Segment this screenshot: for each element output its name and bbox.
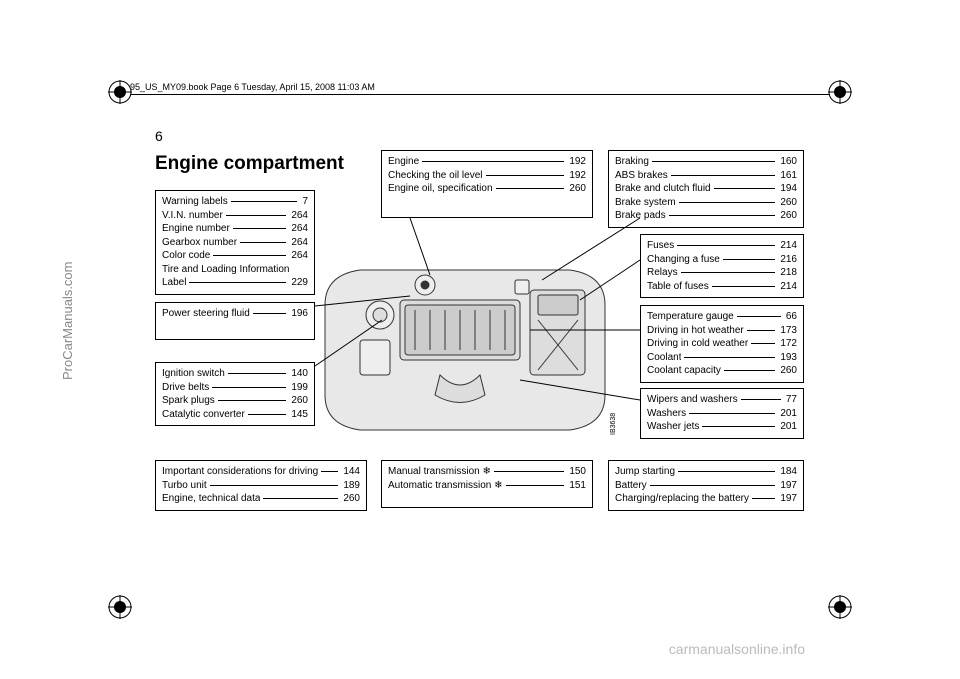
leader-lines [0, 0, 960, 679]
